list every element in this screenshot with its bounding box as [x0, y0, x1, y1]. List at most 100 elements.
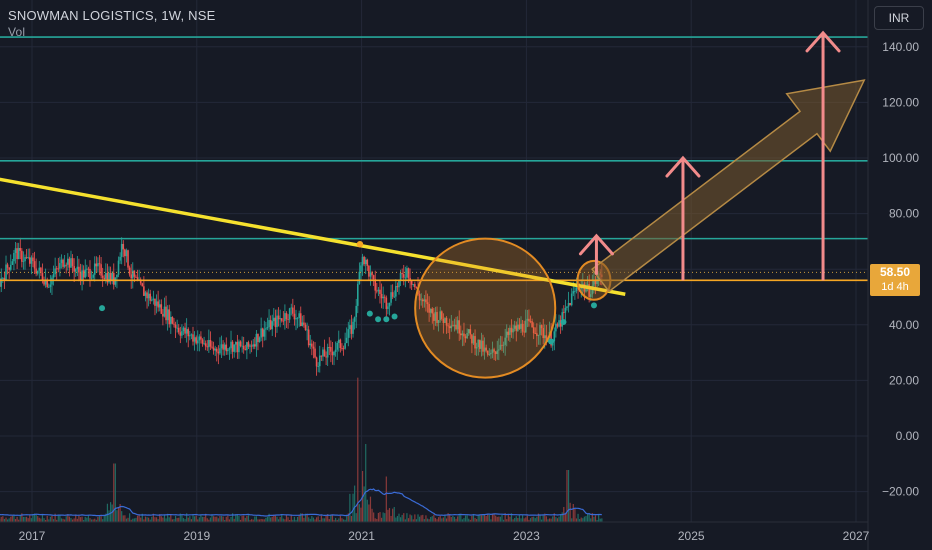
volume-bar — [474, 517, 476, 522]
volume-bar — [132, 518, 134, 522]
volume-bar — [289, 519, 291, 522]
volume-bar — [357, 377, 359, 522]
volume-bar — [545, 516, 547, 522]
volume-bar — [466, 515, 468, 522]
candle-body — [353, 317, 356, 322]
candle-body — [247, 342, 250, 347]
volume-bar — [149, 519, 151, 522]
volume-bar — [154, 517, 156, 522]
volume-bar — [76, 518, 78, 522]
candle-body — [274, 317, 277, 328]
volume-bar — [249, 519, 251, 522]
volume-bar — [228, 519, 231, 522]
candle-body — [588, 284, 590, 297]
volume-bar — [52, 519, 55, 522]
volume-bar — [319, 519, 321, 522]
candle-body — [208, 339, 210, 348]
currency-button[interactable]: INR — [874, 6, 924, 30]
volume-bar — [457, 516, 459, 522]
candle-body — [40, 267, 42, 273]
candle-body — [387, 306, 389, 309]
volume-bar — [352, 493, 354, 522]
volume-bar — [430, 516, 432, 522]
candle-body — [119, 256, 121, 261]
volume-bar — [54, 513, 56, 522]
volume-bar — [480, 515, 482, 522]
volume-bar — [197, 519, 199, 522]
candle-body — [369, 272, 372, 277]
volume-bar — [78, 515, 80, 522]
volume-bar — [157, 519, 159, 522]
volume-bar — [29, 514, 31, 522]
volume-bar — [420, 515, 422, 522]
candle-body — [377, 289, 380, 292]
volume-bar — [569, 502, 571, 522]
volume-bar — [309, 518, 311, 522]
volume-bar — [458, 514, 460, 522]
volume-bar — [232, 513, 234, 522]
volume-bar — [216, 516, 218, 522]
volume-bar — [594, 515, 597, 522]
candle-body — [341, 347, 343, 349]
volume-bar — [219, 516, 221, 522]
volume-bar — [517, 518, 519, 522]
volume-bar — [271, 516, 273, 522]
symbol-title[interactable]: SNOWMAN LOGISTICS, 1W, NSE — [8, 8, 216, 23]
volume-bar — [468, 518, 470, 522]
candle-body — [333, 351, 335, 356]
candle-body — [423, 299, 426, 302]
volume-bar — [601, 518, 603, 522]
volume-bar — [13, 514, 15, 522]
volume-bar — [125, 518, 128, 522]
volume-bar — [68, 516, 70, 522]
volume-bar — [514, 517, 516, 522]
volume-bar — [266, 516, 269, 522]
candle-body — [312, 346, 315, 349]
candle-body — [420, 299, 422, 301]
volume-bar — [315, 517, 318, 522]
candle-body — [436, 312, 438, 323]
candle-body — [230, 341, 232, 349]
volume-bar — [200, 514, 202, 522]
candle-body — [279, 318, 281, 320]
candle-body — [258, 337, 261, 343]
volume-bar — [438, 517, 440, 522]
candle-body — [421, 299, 424, 302]
pivot-marker — [383, 316, 390, 323]
candle-body — [141, 283, 144, 287]
volume-bar — [32, 513, 34, 522]
candle-body — [376, 290, 378, 292]
candle-body — [539, 325, 541, 335]
candle-body — [11, 261, 14, 265]
candle-body — [399, 273, 402, 281]
volume-bar — [274, 515, 276, 522]
volume-label[interactable]: Vol — [8, 25, 26, 39]
volume-bar — [393, 506, 395, 522]
volume-bar — [579, 519, 581, 522]
volume-bar — [444, 515, 446, 522]
highlight-circle — [414, 237, 557, 379]
volume-bar — [414, 514, 416, 522]
volume-bar — [160, 516, 162, 522]
candle-body — [86, 268, 88, 270]
volume-bar — [411, 515, 413, 522]
candle-body — [128, 267, 131, 275]
candle-body — [219, 348, 221, 354]
candle-body — [3, 277, 6, 280]
candle-body — [532, 327, 535, 334]
volume-bar — [287, 517, 289, 522]
volume-bar — [298, 514, 300, 522]
candle-body — [545, 335, 548, 342]
volume-bar — [65, 516, 67, 522]
candle-body — [76, 266, 79, 270]
volume-bar — [117, 507, 120, 522]
candle-body — [360, 265, 362, 272]
candle-body — [171, 316, 174, 324]
volume-bar — [598, 514, 600, 522]
candle-body — [246, 342, 248, 351]
candle-body — [98, 263, 101, 265]
volume-bar — [577, 513, 579, 522]
candle-body — [60, 259, 63, 263]
candle-body — [152, 298, 155, 300]
